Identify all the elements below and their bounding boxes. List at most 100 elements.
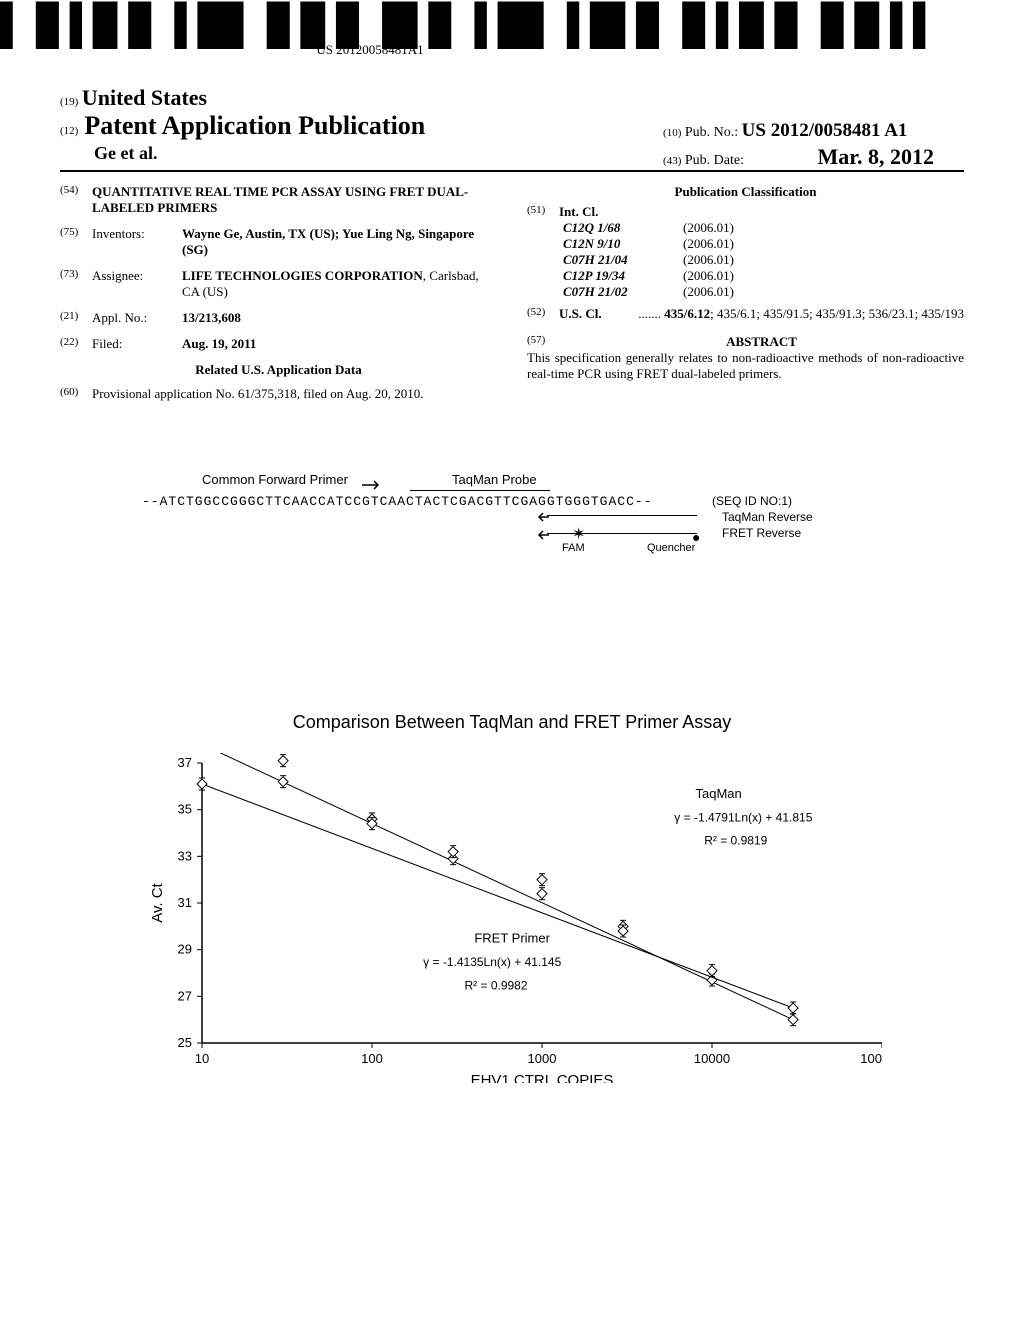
intcl-num: (51) bbox=[527, 204, 559, 220]
intcl-date: (2006.01) bbox=[683, 268, 734, 284]
quencher-label: Quencher bbox=[647, 542, 695, 554]
inventors-label: Inventors: bbox=[92, 226, 182, 242]
figure-1-sequence-diagram: Common Forward Primer TaqMan Probe --ATC… bbox=[60, 472, 964, 592]
country-line: (19) United States bbox=[60, 85, 964, 111]
intcl-code: C12P 19/34 bbox=[563, 268, 683, 284]
intcl-item: C07H 21/02(2006.01) bbox=[527, 284, 964, 300]
intcl-date: (2006.01) bbox=[683, 252, 734, 268]
intcl-date: (2006.01) bbox=[683, 236, 734, 252]
svg-text:100: 100 bbox=[361, 1051, 383, 1066]
chart-title: Comparison Between TaqMan and FRET Prime… bbox=[60, 712, 964, 733]
title-row: (54) QUANTITATIVE REAL TIME PCR ASSAY US… bbox=[60, 184, 497, 216]
pub-no-line: (10) Pub. No.: US 2012/0058481 A1 bbox=[663, 120, 934, 142]
svg-text:10000: 10000 bbox=[694, 1051, 730, 1066]
applno-value: 13/213,608 bbox=[182, 310, 497, 326]
svg-text:29: 29 bbox=[178, 942, 192, 957]
svg-text:R² = 0.9982: R² = 0.9982 bbox=[464, 978, 527, 992]
pub-prefix: (12) bbox=[60, 125, 78, 137]
provisional-row: (60) Provisional application No. 61/375,… bbox=[60, 386, 497, 402]
fret-reverse-label: FRET Reverse bbox=[722, 526, 801, 540]
abstract-text: This specification generally relates to … bbox=[527, 350, 964, 382]
intcl-code: C12N 9/10 bbox=[563, 236, 683, 252]
svg-text:100000: 100000 bbox=[860, 1051, 882, 1066]
provisional-text: Provisional application No. 61/375,318, … bbox=[92, 386, 497, 402]
intcl-date: (2006.01) bbox=[683, 220, 734, 236]
country-prefix: (19) bbox=[60, 96, 78, 108]
svg-text:31: 31 bbox=[178, 895, 192, 910]
inventors-row: (75) Inventors: Wayne Ge, Austin, TX (US… bbox=[60, 226, 497, 258]
pubno-prefix: (10) bbox=[663, 127, 681, 139]
applno-num: (21) bbox=[60, 310, 92, 322]
related-heading: Related U.S. Application Data bbox=[60, 362, 497, 378]
pubno-label: Pub. No.: bbox=[685, 125, 738, 140]
common-forward-primer-label: Common Forward Primer bbox=[202, 472, 348, 487]
svg-text:EHV1 CTRL COPIES: EHV1 CTRL COPIES bbox=[471, 1072, 614, 1083]
svg-text:γ = -1.4791Ln(x) + 41.815: γ = -1.4791Ln(x) + 41.815 bbox=[674, 810, 812, 824]
sequence-text: --ATCTGGCCGGGCTTCAACCATCCGTCAACTACTCGACG… bbox=[142, 494, 652, 509]
header-right: (10) Pub. No.: US 2012/0058481 A1 (43) P… bbox=[663, 120, 934, 170]
right-column: Publication Classification (51) Int. Cl.… bbox=[527, 184, 964, 412]
provisional-num: (60) bbox=[60, 386, 92, 398]
fam-star-icon: ✶ bbox=[572, 524, 585, 544]
uscl-row: (52) U.S. Cl. ....... 435/6.12; 435/6.1;… bbox=[527, 306, 964, 322]
svg-text:27: 27 bbox=[178, 988, 192, 1003]
svg-text:35: 35 bbox=[178, 802, 192, 817]
header: (19) United States (12) Patent Applicati… bbox=[60, 85, 964, 164]
intcl-code: C07H 21/04 bbox=[563, 252, 683, 268]
fret-reverse-line bbox=[547, 533, 697, 534]
svg-text:FRET Primer: FRET Primer bbox=[474, 931, 550, 946]
intcl-code: C07H 21/02 bbox=[563, 284, 683, 300]
barcode-graphic: ▌▌▐▐▌█▐▐▌▐▌▌█▐▌▐▐█▌▐▌█▐▌▐█▐▌▐▐█▌▐▐█▐▌▐▌▌… bbox=[0, 12, 924, 40]
intcl-item: C12N 9/10(2006.01) bbox=[527, 236, 964, 252]
svg-text:33: 33 bbox=[178, 848, 192, 863]
pubdate-prefix: (43) bbox=[663, 155, 681, 167]
svg-text:25: 25 bbox=[178, 1035, 192, 1050]
seq-id-label: (SEQ ID NO:1) bbox=[712, 494, 792, 508]
inventors-num: (75) bbox=[60, 226, 92, 238]
intcl-date: (2006.01) bbox=[683, 284, 734, 300]
fam-label: FAM bbox=[562, 542, 585, 554]
taqman-reverse-line bbox=[547, 515, 697, 516]
assignee-num: (73) bbox=[60, 268, 92, 280]
title-num: (54) bbox=[60, 184, 92, 196]
filed-num: (22) bbox=[60, 336, 92, 348]
svg-text:R² = 0.9819: R² = 0.9819 bbox=[704, 834, 767, 848]
intcl-item: C07H 21/04(2006.01) bbox=[527, 252, 964, 268]
pubdate-value: Mar. 8, 2012 bbox=[817, 144, 934, 169]
svg-text:TaqMan: TaqMan bbox=[696, 786, 742, 801]
uscl-num: (52) bbox=[527, 306, 559, 318]
forward-arrow-icon bbox=[362, 480, 382, 490]
inventors-value: Wayne Ge, Austin, TX (US); Yue Ling Ng, … bbox=[182, 226, 497, 258]
abstract-num: (57) bbox=[527, 334, 559, 350]
svg-text:γ = -1.4135Ln(x) + 41.145: γ = -1.4135Ln(x) + 41.145 bbox=[423, 955, 561, 969]
intcl-code: C12Q 1/68 bbox=[563, 220, 683, 236]
reverse-arrow-icon bbox=[537, 512, 549, 522]
figure-2-chart: Comparison Between TaqMan and FRET Prime… bbox=[60, 712, 964, 1083]
taqman-reverse-label: TaqMan Reverse bbox=[722, 510, 813, 524]
pub-title: Patent Application Publication bbox=[84, 111, 425, 141]
uscl-label: U.S. Cl. bbox=[559, 306, 602, 322]
invention-title: QUANTITATIVE REAL TIME PCR ASSAY USING F… bbox=[92, 184, 497, 216]
filed-row: (22) Filed: Aug. 19, 2011 bbox=[60, 336, 497, 352]
classification-heading: Publication Classification bbox=[527, 184, 964, 200]
svg-text:10: 10 bbox=[195, 1051, 209, 1066]
intcl-item: C12Q 1/68(2006.01) bbox=[527, 220, 964, 236]
applno-label: Appl. No.: bbox=[92, 310, 182, 326]
country-name: United States bbox=[82, 85, 207, 110]
pub-date-line: (43) Pub. Date: Mar. 8, 2012 bbox=[663, 144, 934, 170]
filed-label: Filed: bbox=[92, 336, 182, 352]
intcl-row: (51) Int. Cl. bbox=[527, 204, 964, 220]
intcl-item: C12P 19/34(2006.01) bbox=[527, 268, 964, 284]
abstract-title-row: (57) ABSTRACT bbox=[527, 334, 964, 350]
abstract-heading: ABSTRACT bbox=[726, 334, 797, 349]
filed-value: Aug. 19, 2011 bbox=[182, 336, 497, 352]
left-column: (54) QUANTITATIVE REAL TIME PCR ASSAY US… bbox=[60, 184, 497, 412]
applno-row: (21) Appl. No.: 13/213,608 bbox=[60, 310, 497, 326]
uscl-value: ....... 435/6.12; 435/6.1; 435/91.5; 435… bbox=[602, 306, 964, 322]
assignee-value: LIFE TECHNOLOGIES CORPORATION, Carlsbad,… bbox=[182, 268, 497, 300]
header-divider bbox=[60, 170, 964, 172]
pubno-value: US 2012/0058481 A1 bbox=[742, 120, 908, 141]
taqman-probe-line bbox=[410, 490, 550, 491]
assignee-label: Assignee: bbox=[92, 268, 182, 284]
biblio-columns: (54) QUANTITATIVE REAL TIME PCR ASSAY US… bbox=[60, 184, 964, 412]
